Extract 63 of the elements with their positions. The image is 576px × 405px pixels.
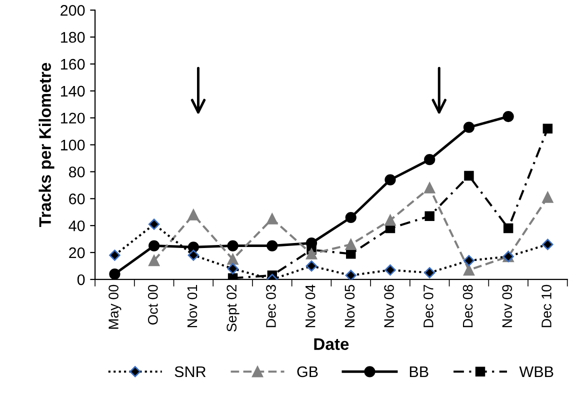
point [266,240,278,252]
y-tick-label: 80 [68,166,85,178]
point [306,260,318,272]
point [266,213,278,224]
point [424,154,436,166]
point [188,242,199,253]
y-tick-label: 120 [60,112,85,124]
x-tick-label: Nov 05 [344,284,355,328]
point [384,264,396,276]
point [188,209,199,220]
legend-label: WBB [519,366,554,377]
y-tick-label: 160 [60,58,85,70]
point [345,238,356,250]
point [424,182,436,194]
point [542,124,553,134]
point [109,250,120,261]
point [542,192,554,203]
x-tick-label: Nov 09 [502,284,512,328]
y-tick-label: 200 [60,4,85,16]
point [464,170,474,181]
point [227,254,238,265]
x-tick-label: Nov 01 [187,284,198,328]
point [148,240,160,252]
point [503,223,514,234]
y-tick-label: 40 [68,220,85,232]
point [148,218,160,230]
y-tick-label: 20 [69,247,85,258]
legend-label: SNR [174,366,206,378]
point [384,174,396,186]
x-tick-label: Dec 08 [462,284,473,328]
x-tick-label: Nov 06 [384,284,394,328]
point [384,214,396,226]
point [502,110,514,122]
point [463,122,475,133]
point [345,212,356,224]
point [227,263,238,274]
point [109,268,120,280]
y-axis-title: Tracks per Kilometre [38,62,54,228]
y-tick-label: 140 [60,86,85,97]
point [424,211,434,222]
y-tick-label: 100 [60,140,85,150]
x-tick-label: Sept 02 [226,285,240,332]
y-tick-label: 0 [77,274,85,286]
point [542,238,554,250]
point [345,270,356,280]
point [463,254,475,266]
y-tick-label: 60 [69,194,85,204]
point [463,264,475,276]
x-tick-label: Dec 03 [266,284,276,328]
x-tick-label: Dec 07 [423,285,434,328]
point [227,240,238,252]
x-tick-label: Oct 00 [148,284,158,325]
point [424,267,436,278]
x-tick-label: Dec 10 [542,284,552,328]
x-axis-title: Date [314,338,349,350]
x-tick-label: May 00 [108,284,122,329]
point [148,255,160,266]
point [306,248,318,260]
legend-label: GB [297,366,318,378]
legend-label: BB [410,366,428,377]
point [188,250,200,261]
x-tick-label: Nov 04 [305,284,316,328]
y-tick-label: 180 [60,32,85,43]
